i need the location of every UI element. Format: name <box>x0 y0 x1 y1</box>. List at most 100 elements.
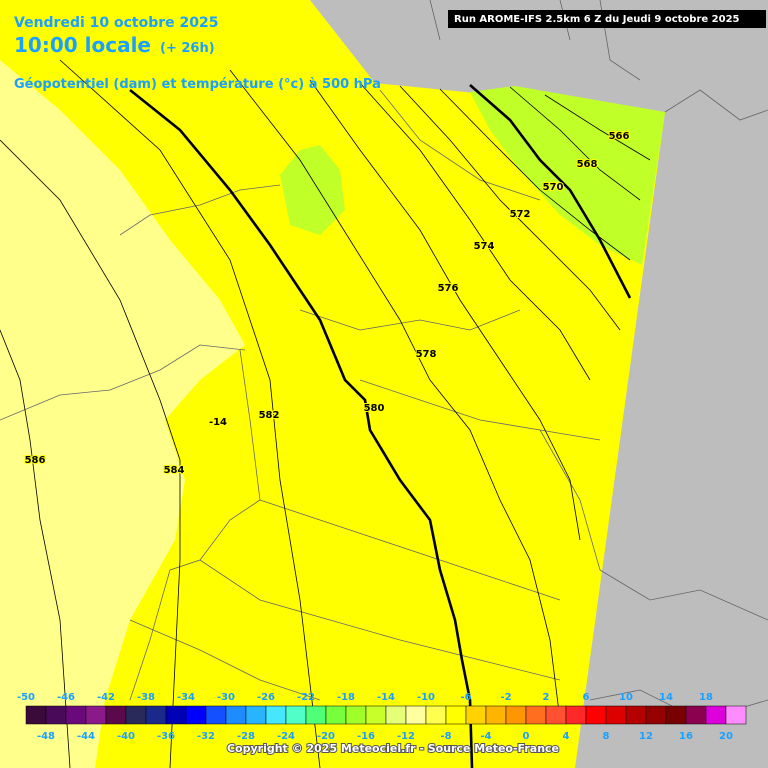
contour-label: 566 <box>609 131 630 142</box>
contour-line <box>544 94 651 161</box>
colorbar-label: -38 <box>137 692 155 703</box>
contour-label: 572 <box>510 209 531 220</box>
colorbar-label: -36 <box>157 731 175 742</box>
color-swatch <box>385 705 407 725</box>
local-time: 10:00 locale <box>14 33 151 57</box>
color-swatch <box>545 705 567 725</box>
contour-line <box>59 59 321 768</box>
colorbar-label: -10 <box>417 692 435 703</box>
colorbar-label: 18 <box>699 692 713 703</box>
color-swatch <box>605 705 627 725</box>
color-swatch <box>465 705 487 725</box>
contour-label: -14 <box>209 417 227 428</box>
color-swatch <box>205 705 227 725</box>
color-swatch <box>505 705 527 725</box>
contour-line <box>229 69 561 721</box>
colorbar-label: -2 <box>500 692 511 703</box>
color-swatch <box>245 705 267 725</box>
color-swatch <box>65 705 87 725</box>
color-swatch <box>425 705 447 725</box>
colorbar-label: 16 <box>679 731 693 742</box>
colorbar-label: -28 <box>237 731 255 742</box>
color-swatch <box>25 705 47 725</box>
model-domain <box>0 0 665 768</box>
color-swatch <box>285 705 307 725</box>
date: Vendredi 10 octobre 2025 <box>14 15 219 31</box>
color-swatch <box>185 705 207 725</box>
run-box <box>448 10 766 28</box>
run-info: Run AROME-IFS 2.5km 6 Z du Jeudi 9 octob… <box>454 14 740 25</box>
color-swatch <box>645 705 667 725</box>
colorbar-label: 0 <box>523 731 530 742</box>
contour-label: 578 <box>416 349 437 360</box>
parameter: Géopotentiel (dam) et température (°c) à… <box>14 77 381 92</box>
color-swatch <box>625 705 647 725</box>
colorbar-label: -44 <box>77 731 95 742</box>
color-swatch <box>345 705 367 725</box>
colorbar-label: -30 <box>217 692 235 703</box>
color-swatch <box>585 705 607 725</box>
color-swatch <box>225 705 247 725</box>
contour-line <box>309 79 581 541</box>
color-swatch <box>305 705 327 725</box>
contour-line <box>0 139 181 768</box>
colorbar-label: 12 <box>639 731 653 742</box>
contour-label: 568 <box>577 159 598 170</box>
warm-zone <box>0 60 245 768</box>
contour-line <box>399 85 621 331</box>
color-swatch <box>405 705 427 725</box>
color-swatch <box>85 705 107 725</box>
contour-line-bold <box>469 84 632 299</box>
contour-label: 574 <box>474 241 495 252</box>
colorbar-label: 4 <box>563 731 570 742</box>
contour-line <box>0 329 71 768</box>
color-swatch <box>265 705 287 725</box>
color-swatch <box>165 705 187 725</box>
lead-time: (+ 26h) <box>160 41 215 56</box>
colorbar-label: -6 <box>460 692 471 703</box>
colorbar-label: 6 <box>583 692 590 703</box>
colorbar-label: -16 <box>357 731 375 742</box>
colorbar-label: -40 <box>117 731 135 742</box>
color-swatch <box>45 705 67 725</box>
copyright: Copyright © 2025 Meteociel.fr - Source M… <box>227 742 559 755</box>
colorbar-label: 2 <box>543 692 550 703</box>
colorbar-label: -42 <box>97 692 115 703</box>
borders <box>0 0 768 721</box>
colorbar-label: -24 <box>277 731 295 742</box>
cold-zone <box>280 145 345 235</box>
color-swatch <box>685 705 707 725</box>
color-swatch <box>325 705 347 725</box>
color-swatch <box>125 705 147 725</box>
colorbar-label: -46 <box>57 692 75 703</box>
colorbar-label: 8 <box>603 731 610 742</box>
colorbar-label: -18 <box>337 692 355 703</box>
colorbar-label: -32 <box>197 731 215 742</box>
color-swatch <box>565 705 587 725</box>
colorbar-label: -8 <box>440 731 451 742</box>
color-swatch <box>365 705 387 725</box>
colorbar-label: -22 <box>297 692 315 703</box>
contour-label: 584 <box>164 465 185 476</box>
colorbar-label: 10 <box>619 692 633 703</box>
colorbar-label: -48 <box>37 731 55 742</box>
contour-line <box>439 88 631 261</box>
color-swatch <box>525 705 547 725</box>
colorbar-label: -12 <box>397 731 415 742</box>
colorbar-label: 14 <box>659 692 673 703</box>
color-swatch <box>105 705 127 725</box>
contour-line <box>509 86 641 201</box>
colorbar-label: 20 <box>719 731 733 742</box>
contour-label: 582 <box>259 410 280 421</box>
colorbar-label: -50 <box>17 692 35 703</box>
color-swatch <box>665 705 687 725</box>
contour-label: 580 <box>364 403 385 414</box>
colorbar-label: -26 <box>257 692 275 703</box>
contour-label: 586 <box>25 455 46 466</box>
color-swatch <box>485 705 507 725</box>
contour-label: 570 <box>543 182 564 193</box>
contour-line <box>359 82 591 381</box>
colorbar: -50 -46 -42 -38 -34 -30 -26 -22 -18 -14 -10 -6 -2 2 6 1… <box>17 692 747 742</box>
colorbar-label: -14 <box>377 692 395 703</box>
